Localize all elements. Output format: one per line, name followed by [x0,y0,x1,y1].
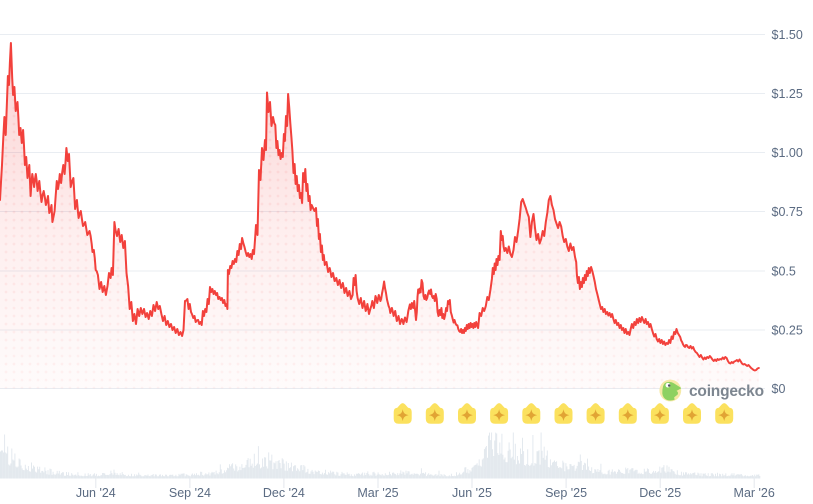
svg-text:Jun '24: Jun '24 [76,486,116,500]
svg-text:Jun '25: Jun '25 [452,486,492,500]
svg-text:coingecko: coingecko [689,383,764,400]
svg-text:Dec '25: Dec '25 [639,486,681,500]
svg-text:Dec '24: Dec '24 [263,486,305,500]
svg-text:$0.75: $0.75 [772,205,803,219]
svg-text:$0.5: $0.5 [772,264,796,278]
svg-text:$1.00: $1.00 [772,146,803,160]
svg-text:Sep '25: Sep '25 [545,486,587,500]
svg-text:$0.25: $0.25 [772,323,803,337]
svg-text:Mar '26: Mar '26 [734,486,775,500]
svg-text:$1.25: $1.25 [772,87,803,101]
svg-text:Mar '25: Mar '25 [357,486,398,500]
svg-text:$0: $0 [772,382,786,396]
svg-text:$1.50: $1.50 [772,28,803,42]
svg-text:Sep '24: Sep '24 [169,486,211,500]
